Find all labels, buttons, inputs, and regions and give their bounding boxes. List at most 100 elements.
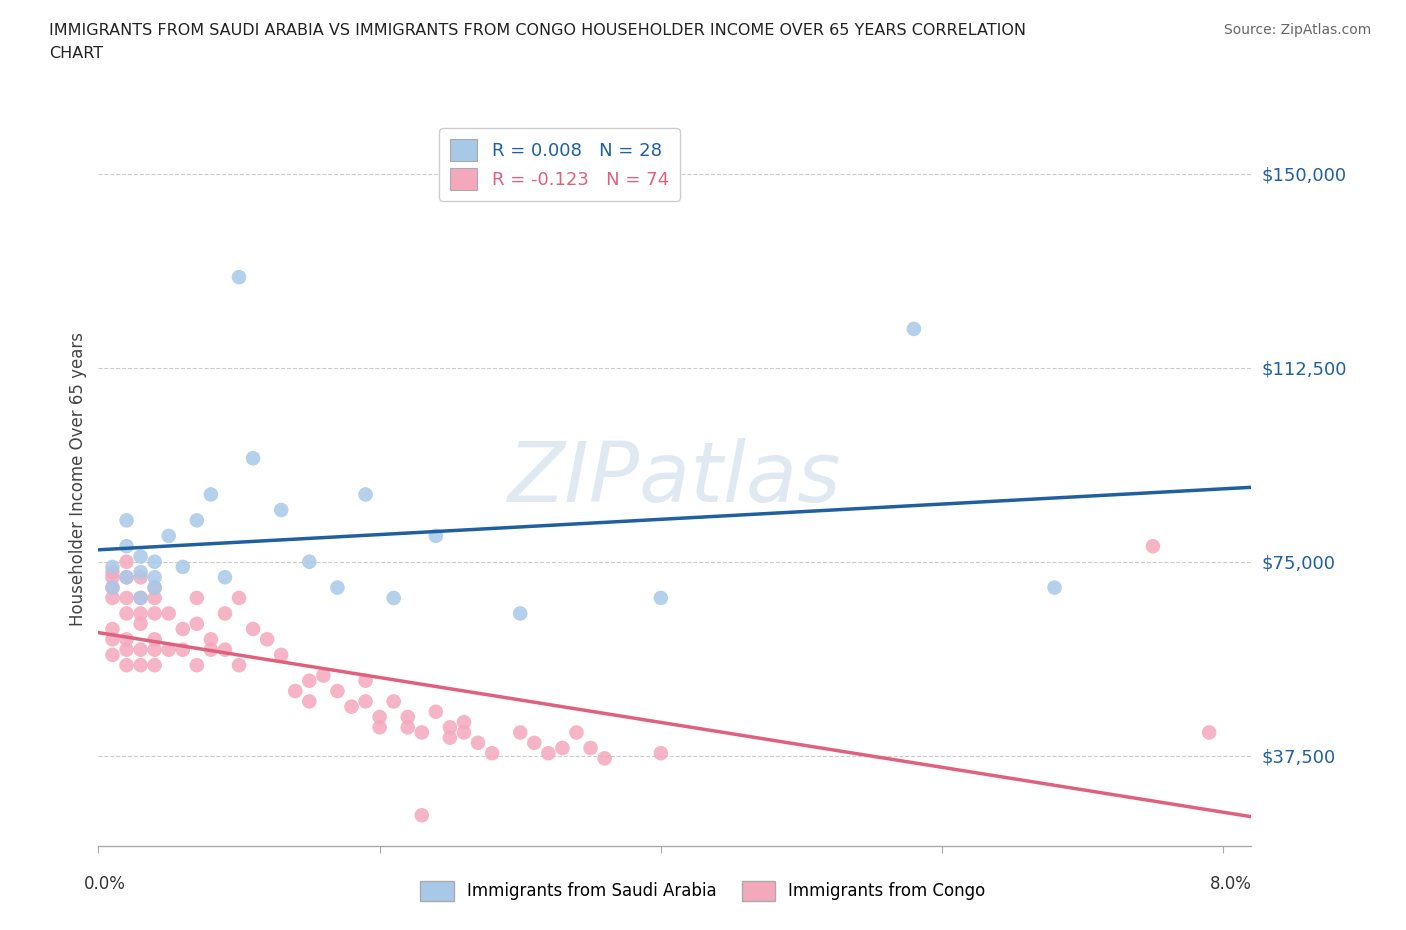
Point bbox=[129, 606, 152, 621]
Point bbox=[650, 746, 672, 761]
Point bbox=[579, 740, 602, 755]
Point bbox=[467, 736, 489, 751]
Point bbox=[453, 725, 475, 740]
Point bbox=[129, 570, 152, 585]
Point bbox=[368, 710, 391, 724]
Point bbox=[481, 746, 503, 761]
Point bbox=[157, 643, 180, 658]
Point bbox=[551, 740, 574, 755]
Y-axis label: Householder Income Over 65 years: Householder Income Over 65 years bbox=[69, 332, 87, 626]
Point bbox=[214, 643, 236, 658]
Point bbox=[143, 554, 166, 569]
Text: 8.0%: 8.0% bbox=[1209, 875, 1251, 893]
Point bbox=[129, 643, 152, 658]
Text: CHART: CHART bbox=[49, 46, 103, 61]
Point bbox=[143, 570, 166, 585]
Point bbox=[382, 694, 405, 709]
Point bbox=[509, 725, 531, 740]
Point bbox=[214, 570, 236, 585]
Point bbox=[157, 528, 180, 543]
Point bbox=[186, 617, 208, 631]
Point bbox=[143, 591, 166, 605]
Point bbox=[382, 591, 405, 605]
Point bbox=[411, 808, 433, 823]
Point bbox=[256, 631, 278, 646]
Text: IMMIGRANTS FROM SAUDI ARABIA VS IMMIGRANTS FROM CONGO HOUSEHOLDER INCOME OVER 65: IMMIGRANTS FROM SAUDI ARABIA VS IMMIGRAN… bbox=[49, 23, 1026, 38]
Point bbox=[115, 570, 138, 585]
Point bbox=[509, 606, 531, 621]
Point bbox=[228, 270, 250, 285]
Point bbox=[186, 591, 208, 605]
Point bbox=[143, 580, 166, 595]
Point bbox=[143, 580, 166, 595]
Point bbox=[228, 658, 250, 672]
Point bbox=[425, 528, 447, 543]
Point bbox=[1043, 580, 1066, 595]
Point bbox=[1142, 538, 1164, 553]
Point bbox=[200, 487, 222, 502]
Point bbox=[242, 621, 264, 636]
Point bbox=[425, 704, 447, 719]
Point bbox=[200, 631, 222, 646]
Point bbox=[101, 631, 124, 646]
Point bbox=[129, 565, 152, 579]
Point bbox=[593, 751, 616, 765]
Point bbox=[143, 658, 166, 672]
Point bbox=[129, 591, 152, 605]
Point bbox=[565, 725, 588, 740]
Point bbox=[101, 565, 124, 579]
Point bbox=[439, 730, 461, 745]
Point bbox=[396, 720, 419, 735]
Point bbox=[214, 606, 236, 621]
Point bbox=[115, 538, 138, 553]
Point bbox=[340, 699, 363, 714]
Point bbox=[1198, 725, 1220, 740]
Point bbox=[115, 631, 138, 646]
Point bbox=[101, 647, 124, 662]
Point bbox=[129, 658, 152, 672]
Point bbox=[101, 580, 124, 595]
Point bbox=[326, 580, 349, 595]
Point bbox=[129, 591, 152, 605]
Point bbox=[157, 606, 180, 621]
Point bbox=[172, 560, 194, 575]
Point bbox=[242, 451, 264, 466]
Point bbox=[284, 684, 307, 698]
Point bbox=[396, 710, 419, 724]
Legend: R = 0.008   N = 28, R = -0.123   N = 74: R = 0.008 N = 28, R = -0.123 N = 74 bbox=[440, 128, 679, 201]
Point bbox=[228, 591, 250, 605]
Legend: Immigrants from Saudi Arabia, Immigrants from Congo: Immigrants from Saudi Arabia, Immigrants… bbox=[413, 874, 993, 908]
Point bbox=[172, 621, 194, 636]
Point bbox=[115, 658, 138, 672]
Point bbox=[298, 673, 321, 688]
Point bbox=[101, 580, 124, 595]
Point bbox=[200, 643, 222, 658]
Point bbox=[270, 647, 292, 662]
Point bbox=[453, 714, 475, 729]
Text: Source: ZipAtlas.com: Source: ZipAtlas.com bbox=[1223, 23, 1371, 37]
Point bbox=[903, 322, 925, 337]
Point bbox=[115, 606, 138, 621]
Point bbox=[186, 513, 208, 528]
Point bbox=[354, 694, 377, 709]
Point bbox=[115, 570, 138, 585]
Point bbox=[354, 673, 377, 688]
Point bbox=[143, 631, 166, 646]
Point bbox=[101, 591, 124, 605]
Point bbox=[115, 513, 138, 528]
Point bbox=[650, 591, 672, 605]
Text: 0.0%: 0.0% bbox=[84, 875, 127, 893]
Point bbox=[298, 554, 321, 569]
Point bbox=[143, 606, 166, 621]
Point bbox=[326, 684, 349, 698]
Point bbox=[537, 746, 560, 761]
Point bbox=[411, 725, 433, 740]
Point bbox=[298, 694, 321, 709]
Point bbox=[101, 621, 124, 636]
Point bbox=[129, 549, 152, 564]
Point bbox=[115, 591, 138, 605]
Point bbox=[354, 487, 377, 502]
Point bbox=[172, 643, 194, 658]
Point bbox=[129, 617, 152, 631]
Point bbox=[523, 736, 546, 751]
